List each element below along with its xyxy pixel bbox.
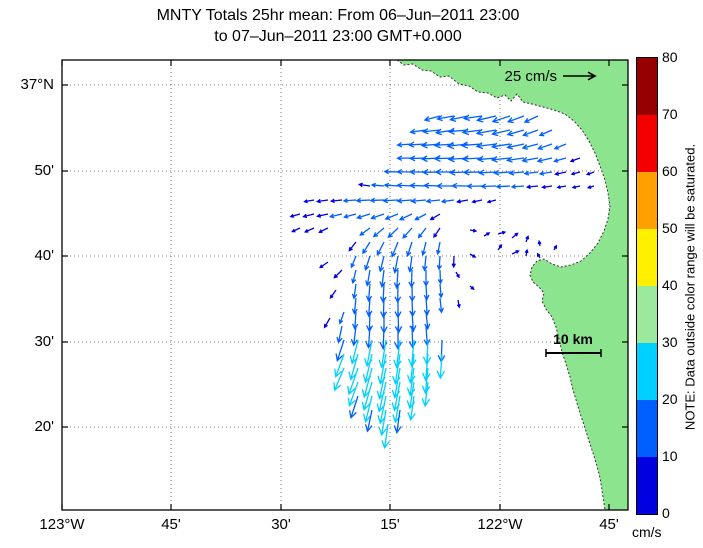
colorbar-segment xyxy=(637,286,657,343)
land-mass xyxy=(396,60,628,510)
colorbar-segment xyxy=(637,457,657,514)
figure-title-line2: to 07–Jun–2011 23:00 GMT+0.000 xyxy=(214,28,462,45)
colorbar-tick-label: 0 xyxy=(662,505,670,521)
current-vectors xyxy=(289,114,595,450)
y-axis-tick-label: 30' xyxy=(34,333,54,350)
figure-title-line1: MNTY Totals 25hr mean: From 06–Jun–2011 … xyxy=(156,7,520,24)
colorbar-tick-label: 50 xyxy=(662,220,678,236)
x-axis-tick-label: 45' xyxy=(599,516,619,533)
colorbar-tick-label: 40 xyxy=(662,277,678,293)
x-axis-tick-label: 30' xyxy=(271,516,291,533)
x-axis-tick-label: 123°W xyxy=(39,516,85,533)
colorbar-segment xyxy=(637,400,657,457)
colorbar-tick-label: 60 xyxy=(662,163,678,179)
colorbar-tick-label: 30 xyxy=(662,334,678,350)
plot-frame xyxy=(61,59,629,511)
colorbar-tick-label: 20 xyxy=(662,391,678,407)
colorbar-segment xyxy=(637,172,657,229)
colorbar-note-label: NOTE: Data outside color range will be s… xyxy=(682,143,698,431)
colorbar-segment xyxy=(637,343,657,400)
reference-arrow: 25 cm/s xyxy=(504,68,597,85)
colorbar-segment xyxy=(637,229,657,286)
colorbar-unit-label: cm/s xyxy=(632,524,662,540)
scale-bar: 10 km xyxy=(545,331,602,357)
colorbar xyxy=(636,57,658,515)
scale-bar-label: 10 km xyxy=(553,331,593,347)
colorbar-segment xyxy=(637,115,657,172)
colorbar-segment xyxy=(637,58,657,115)
right-arrow-icon xyxy=(563,71,597,81)
ocean-area xyxy=(62,60,628,510)
x-axis-tick-label: 45' xyxy=(161,516,181,533)
y-axis-tick-label: 50' xyxy=(34,162,54,179)
colorbar-tick-label: 10 xyxy=(662,448,678,464)
y-axis-tick-label: 37°N xyxy=(20,76,54,93)
colorbar-tick-label: 80 xyxy=(662,49,678,65)
x-axis-tick-label: 122°W xyxy=(477,516,523,533)
reference-arrow-label: 25 cm/s xyxy=(504,68,557,85)
y-axis-tick-label: 20' xyxy=(34,418,54,435)
x-axis-tick-label: 15' xyxy=(380,516,400,533)
colorbar-tick-label: 70 xyxy=(662,106,678,122)
y-axis-tick-label: 40' xyxy=(34,247,54,264)
